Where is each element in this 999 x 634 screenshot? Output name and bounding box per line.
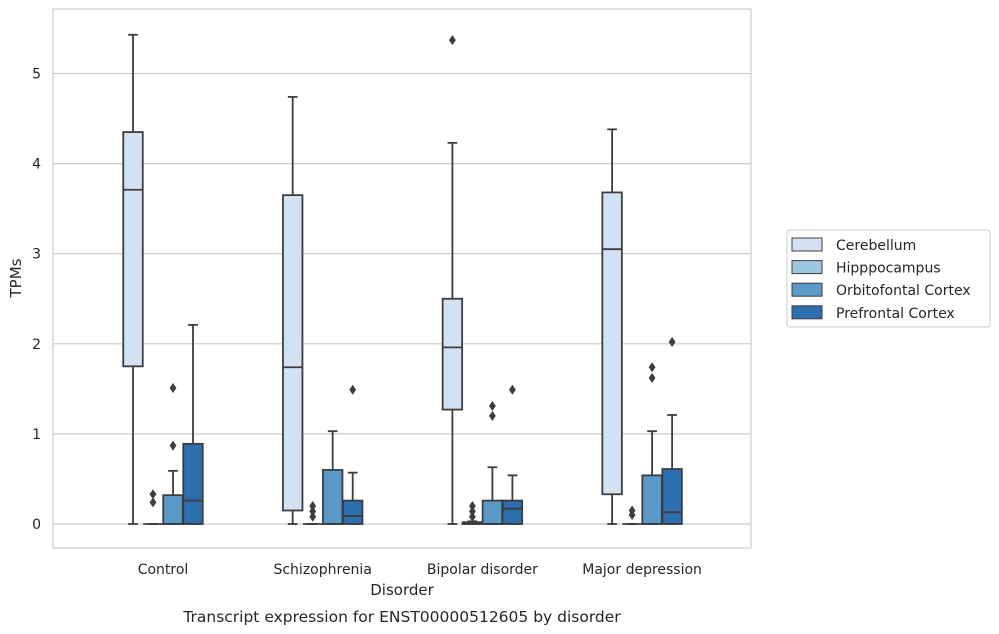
box-cerebellum-3 [601,128,623,525]
box-hipppocampus-0 [143,489,163,525]
legend-swatch [791,282,823,297]
box-orbitofontal-cortex-0 [162,382,184,525]
box-body [661,468,683,525]
y-tick-label: 0 [32,517,41,533]
y-tick-label: 5 [32,67,41,83]
outlier-point [648,362,656,373]
outlier-point [169,440,177,451]
outlier-point [149,489,157,500]
legend-label: Orbitofontal Cortex [836,283,971,299]
box-prefrontal-cortex-3 [661,336,683,525]
x-tick-labels: Control Schizophrenia Bipolar disorder Majo… [138,562,702,578]
box-orbitofontal-cortex-1 [322,430,344,525]
x-tick-label: Control [138,562,189,578]
y-tick-label: 4 [32,157,41,173]
box-hipppocampus-3 [622,505,642,525]
outlier-point [469,511,476,522]
outlier-point [469,500,476,511]
legend-swatch [791,305,823,320]
outlier-point [309,500,317,511]
legend-swatch [791,237,823,252]
box-body [441,297,464,411]
outlier-point [309,511,317,522]
legend-label: Cerebellum [836,238,916,254]
plot-area [53,9,751,548]
box-hipppocampus-2 [461,500,484,525]
box-body [501,499,524,525]
box-body [282,194,304,512]
chart-caption: Transcript expression for ENST0000051260… [182,608,621,626]
box-body [481,499,504,525]
box-prefrontal-cortex-0 [182,323,204,525]
y-tick-label: 2 [32,337,41,353]
outlier-point [149,497,157,508]
outlier-point [628,505,636,516]
outlier-point [668,336,676,347]
outlier-point [489,400,496,411]
outlier-point [469,506,476,517]
outlier-point [648,373,656,384]
x-tick-label: Bipolar disorder [427,562,538,578]
legend-swatch [791,260,823,275]
box-cerebellum-1 [282,96,304,525]
box-body [182,442,204,525]
box-body [641,474,663,525]
box-body [162,494,184,525]
box-body [122,131,144,368]
box-body [342,499,364,525]
outlier-point [489,410,496,421]
box-prefrontal-cortex-2 [501,384,524,525]
legend-frame [786,229,991,328]
legend: Cerebellum Hipppocampus Orbitofontal Corte… [786,229,991,328]
box-cerebellum-0 [122,33,144,525]
x-tick-label: Schizophrenia [273,562,371,578]
y-tick-label: 1 [32,427,41,443]
outlier-point [509,384,516,395]
plot-frame [52,8,752,549]
outlier-point [309,506,317,517]
y-tick-labels: 0 1 2 3 4 5 [32,67,41,534]
outlier-point [449,35,456,46]
box-prefrontal-cortex-1 [342,384,364,525]
box-cerebellum-2 [441,35,464,525]
box-hipppocampus-1 [302,500,323,525]
y-tick-label: 3 [32,247,41,263]
outlier-point [349,384,357,395]
outlier-point [169,382,177,393]
legend-label: Hipppocampus [836,261,941,277]
x-tick-label: Major depression [582,562,702,578]
boxes [122,33,683,525]
box-orbitofontal-cortex-3 [641,362,663,525]
x-axis-label: Disorder [370,581,434,599]
box-body [322,469,344,525]
box-body [601,191,623,496]
legend-label: Prefrontal Cortex [836,306,955,322]
y-axis-label: TPMs [7,258,25,298]
